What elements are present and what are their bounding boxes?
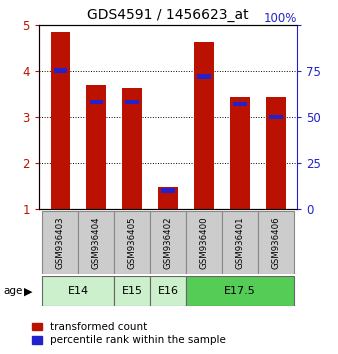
Text: GSM936400: GSM936400 xyxy=(199,216,209,269)
Bar xyxy=(186,276,294,306)
Title: GDS4591 / 1456623_at: GDS4591 / 1456623_at xyxy=(87,8,249,22)
Bar xyxy=(150,211,186,274)
Bar xyxy=(122,88,142,209)
Text: E15: E15 xyxy=(122,286,143,296)
Bar xyxy=(114,276,150,306)
Bar xyxy=(125,100,139,104)
Text: E14: E14 xyxy=(68,286,89,296)
Bar xyxy=(186,211,222,274)
Bar xyxy=(197,74,211,79)
Bar xyxy=(230,97,250,209)
Bar xyxy=(43,211,78,274)
Text: GSM936403: GSM936403 xyxy=(56,216,65,269)
Bar xyxy=(87,85,106,209)
Text: 100%: 100% xyxy=(264,12,297,25)
Bar xyxy=(54,69,67,73)
Bar xyxy=(43,276,114,306)
Bar xyxy=(269,114,283,119)
Bar xyxy=(51,32,70,209)
Bar xyxy=(194,42,214,209)
Bar xyxy=(258,211,294,274)
Legend: transformed count, percentile rank within the sample: transformed count, percentile rank withi… xyxy=(32,322,226,345)
Bar xyxy=(114,211,150,274)
Text: ▶: ▶ xyxy=(24,286,33,296)
Bar xyxy=(90,100,103,104)
Bar xyxy=(150,276,186,306)
Text: GSM936401: GSM936401 xyxy=(236,216,244,269)
Text: GSM936404: GSM936404 xyxy=(92,216,101,269)
Bar xyxy=(266,97,286,209)
Bar xyxy=(158,187,178,209)
Bar xyxy=(233,102,247,106)
Text: GSM936406: GSM936406 xyxy=(271,216,281,269)
Text: age: age xyxy=(3,286,23,296)
Text: E17.5: E17.5 xyxy=(224,286,256,296)
Bar xyxy=(222,211,258,274)
Bar xyxy=(161,188,175,193)
Text: GSM936402: GSM936402 xyxy=(164,216,173,269)
Bar xyxy=(78,211,114,274)
Text: E16: E16 xyxy=(158,286,179,296)
Text: GSM936405: GSM936405 xyxy=(128,216,137,269)
